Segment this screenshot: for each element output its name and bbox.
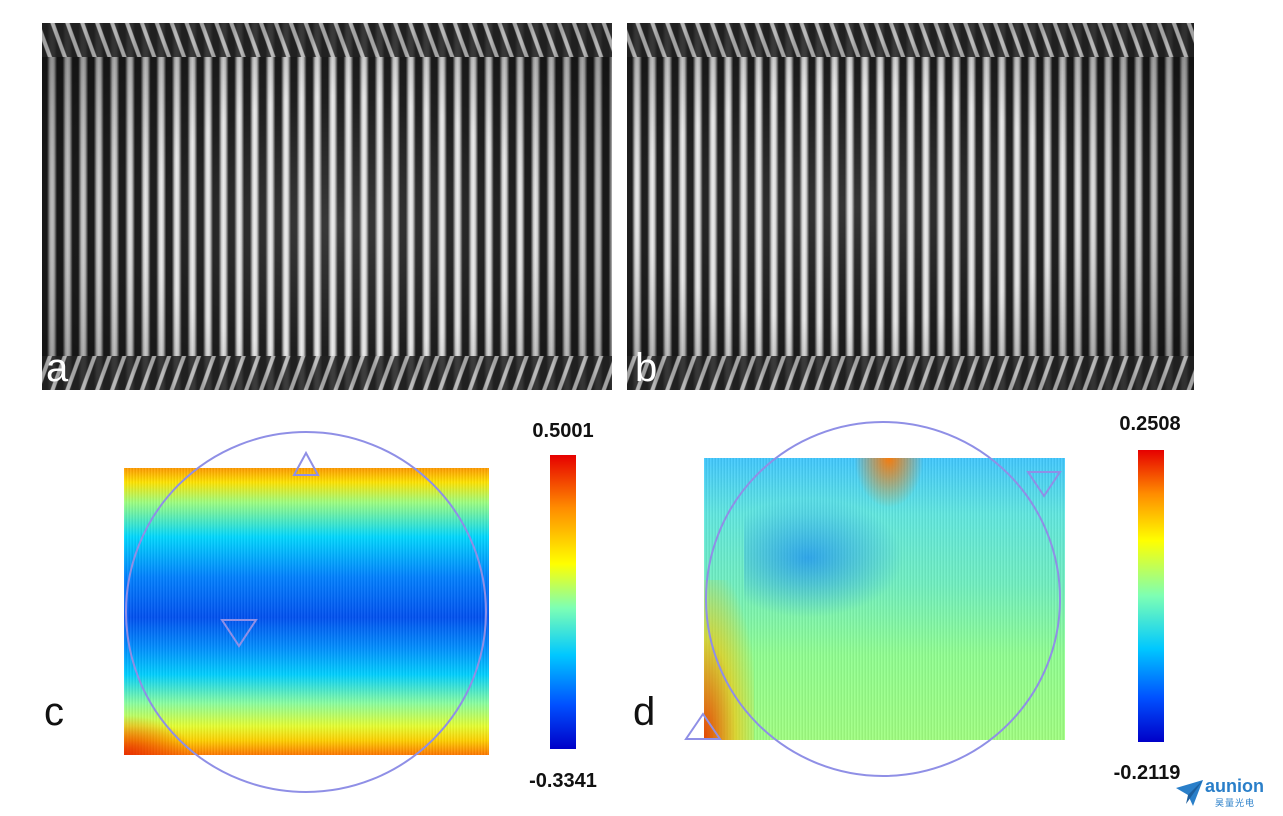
panel-label-d: d (633, 690, 656, 734)
aperture-circle (705, 421, 1061, 777)
colorbar-c (550, 455, 576, 749)
fringe-bottom-edge (42, 356, 612, 390)
paper-plane-icon (1176, 780, 1203, 806)
panel-label-c: c (44, 690, 64, 734)
valley-marker-icon (220, 619, 258, 648)
colorbar-d (1138, 450, 1164, 742)
map-coldspot (744, 498, 904, 618)
wavefront-map-c (124, 468, 489, 755)
fringe-shading (627, 23, 1194, 390)
aunion-logo: aunion 昊量光电 (1175, 774, 1275, 810)
fringe-top-edge (627, 23, 1194, 57)
map-texture (124, 468, 489, 755)
logo-name: aunion (1205, 776, 1264, 796)
fringe-image-b: b (627, 23, 1194, 390)
fringe-top-edge (42, 23, 612, 57)
logo-subtitle: 昊量光电 (1215, 798, 1256, 808)
wavefront-map-d (704, 458, 1065, 740)
peak-marker-icon (684, 712, 722, 740)
peak-marker-icon (292, 450, 320, 476)
fringe-bottom-edge (627, 356, 1194, 390)
colorbar-min-d: -0.2119 (1113, 762, 1181, 784)
panel-label-b: b (635, 346, 658, 390)
map-hotspot (124, 715, 194, 755)
panel-label-a: a (46, 346, 69, 390)
valley-marker-icon (1026, 471, 1062, 498)
fringe-shading (42, 23, 612, 390)
fringe-image-a: a (42, 23, 612, 390)
colorbar-max-d: 0.2508 (1119, 413, 1181, 435)
colorbar-max-c: 0.5001 (532, 420, 594, 442)
colorbar-min-c: -0.3341 (529, 770, 597, 792)
aperture-circle (125, 431, 487, 793)
